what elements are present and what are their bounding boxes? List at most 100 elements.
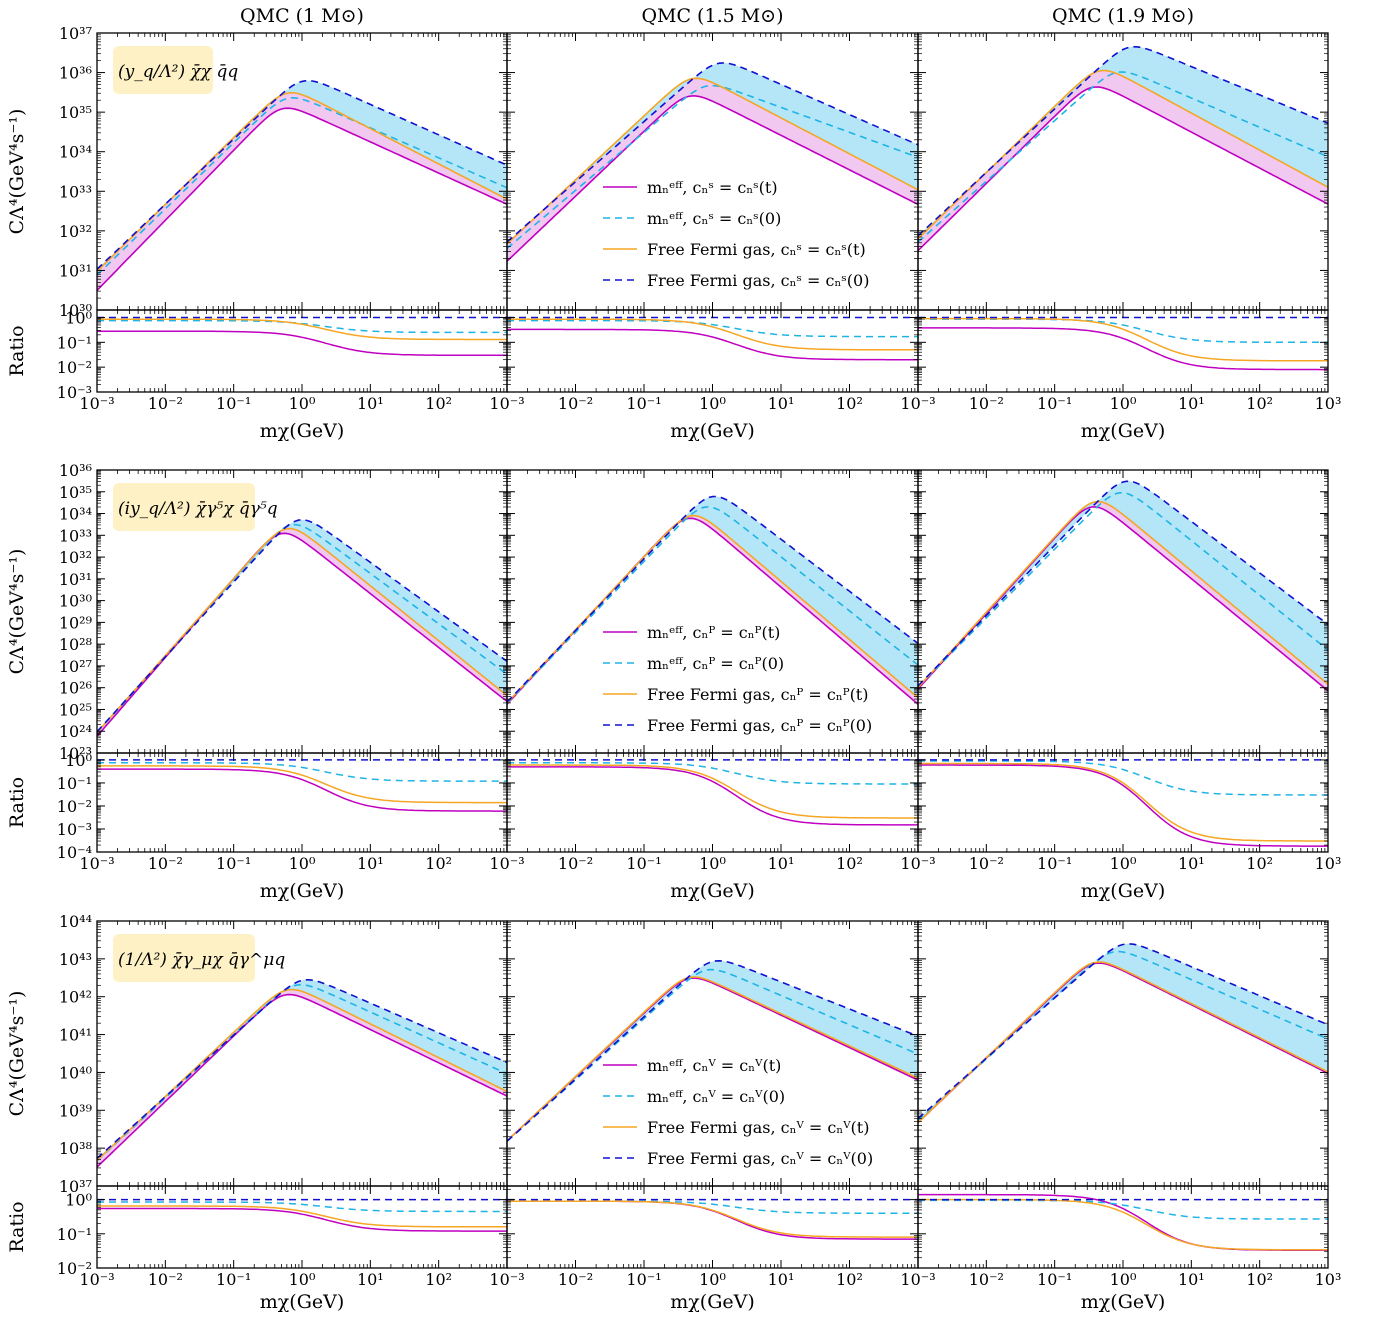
x-tick-label: 10²: [425, 854, 452, 873]
x-axis-label: mχ(GeV): [1081, 420, 1166, 442]
x-tick-label: 10⁻¹: [216, 1270, 251, 1289]
x-tick-label: 10²: [1246, 394, 1273, 413]
x-tick-label: 10¹: [1178, 854, 1205, 873]
series-line-meff-t: [97, 993, 507, 1168]
x-tick-label: 10⁻²: [148, 1270, 183, 1289]
ratio-line-meff-t: [918, 1193, 1328, 1252]
band-fill-upper: [97, 979, 507, 1161]
band-fill-upper: [507, 62, 918, 244]
x-tick-label: 10⁻¹: [1037, 394, 1072, 413]
y-tick-label: 10⁰: [65, 1191, 92, 1210]
band-fill-lower: [507, 78, 918, 262]
y-tick-label: 10³¹: [59, 570, 92, 589]
x-tick-label: 10⁻²: [969, 1270, 1004, 1289]
x-tick-label: 10⁻³: [489, 854, 524, 873]
x-axis-label: mχ(GeV): [260, 1291, 345, 1313]
ratio-line-fermi-t: [507, 764, 918, 819]
y-tick-label: 10²⁷: [59, 657, 92, 676]
y-tick-label: 10⁴¹: [59, 1026, 92, 1045]
y-tick-label: 10⁻⁴: [57, 843, 92, 862]
ratio-axis-label: Ratio: [6, 777, 28, 828]
ratio-line-fermi-t: [507, 318, 918, 351]
x-tick-label: 10⁻³: [900, 394, 935, 413]
x-tick-label: 10⁻²: [148, 854, 183, 873]
column-title: QMC (1 M⊙): [240, 5, 364, 27]
ratio-plot-frame: [96, 309, 508, 393]
ratio-line-fermi-t: [918, 762, 1328, 842]
operator-box: [113, 46, 213, 94]
y-tick-label: 10²⁴: [59, 722, 92, 741]
y-tick-label: 10³⁷: [59, 24, 92, 43]
x-tick-label: 10¹: [357, 394, 384, 413]
x-axis-label: mχ(GeV): [1081, 1291, 1166, 1313]
ratio-plot-frame: [506, 309, 919, 393]
x-tick-label: 10²: [425, 1270, 452, 1289]
x-tick-label: 10¹: [1178, 394, 1205, 413]
ratio-line-fermi-t: [507, 1200, 918, 1238]
legend-entry: mₙᵉᶠᶠ, cₙⱽ = cₙⱽ(t): [647, 1056, 781, 1075]
y-tick-label: 10³⁰: [59, 592, 92, 611]
series-line-meff-0: [918, 71, 1328, 243]
x-tick-label: 10⁰: [289, 394, 316, 413]
y-tick-label: 10⁴³: [59, 950, 92, 969]
x-tick-label: 10⁻³: [489, 394, 524, 413]
x-tick-label: 10⁻¹: [216, 854, 251, 873]
ratio-line-meff-0: [507, 319, 918, 338]
ratio-line-fermi-t: [97, 765, 507, 804]
x-tick-label: 10⁻²: [558, 854, 593, 873]
legend-entry: Free Fermi gas, cₙˢ = cₙˢ(0): [647, 271, 869, 290]
y-tick-label: 10⁰: [65, 751, 92, 770]
main-plot-frame: [506, 920, 919, 1187]
y-tick-label: 10²⁸: [59, 635, 92, 654]
legend-entry: Free Fermi gas, cₙⱽ = cₙⱽ(t): [647, 1118, 869, 1137]
series-line-meff-0: [507, 84, 918, 250]
x-axis-label: mχ(GeV): [260, 880, 345, 902]
y-tick-label: 10³²: [59, 222, 92, 241]
x-tick-label: 10⁻³: [79, 394, 114, 413]
series-line-fermi-t: [97, 988, 507, 1162]
y-tick-label: 10⁻²: [57, 797, 92, 816]
band-fill-upper: [97, 80, 507, 272]
ratio-line-meff-0: [918, 318, 1328, 344]
band-fill-lower: [918, 70, 1328, 251]
series-line-meff-t: [918, 506, 1328, 692]
y-tick-label: 10³⁸: [59, 1139, 92, 1158]
y-tick-label: 10²⁵: [59, 700, 92, 719]
series-line-fermi-0: [507, 495, 918, 703]
operator-label: (1/Λ²) χ̄γ_μχ q̄γ^μq: [118, 950, 285, 970]
series-line-fermi-t: [97, 91, 507, 272]
x-tick-label: 10²: [836, 1270, 863, 1289]
y-tick-label: 10³⁵: [59, 103, 92, 122]
ratio-line-meff-t: [507, 328, 918, 361]
x-axis-label: mχ(GeV): [670, 880, 755, 902]
y-tick-label: 10³⁶: [59, 64, 92, 83]
ratio-line-meff-0: [507, 1200, 918, 1214]
series-line-fermi-0: [918, 46, 1328, 237]
y-tick-label: 10³⁴: [59, 505, 92, 524]
legend-entry: Free Fermi gas, cₙᴾ = cₙᴾ(t): [647, 685, 868, 704]
x-tick-label: 10⁻²: [148, 394, 183, 413]
x-tick-label: 10⁰: [1110, 394, 1137, 413]
legend-entry: Free Fermi gas, cₙˢ = cₙˢ(t): [647, 240, 866, 259]
y-axis-label: CΛ⁴(GeV⁴s⁻¹): [6, 109, 28, 235]
x-tick-label: 10⁻²: [969, 394, 1004, 413]
series-line-meff-0: [918, 491, 1328, 688]
y-tick-label: 10³⁴: [59, 143, 92, 162]
ratio-line-meff-0: [918, 1199, 1328, 1220]
ratio-plot-frame: [917, 1185, 1329, 1269]
x-axis-label: mχ(GeV): [670, 1291, 755, 1313]
ratio-line-fermi-t: [97, 318, 507, 341]
series-line-meff-t: [97, 107, 507, 291]
ratio-line-meff-0: [507, 762, 918, 785]
series-line-meff-0: [97, 96, 507, 276]
ratio-line-meff-0: [97, 1201, 507, 1213]
ratio-line-fermi-t: [918, 1198, 1328, 1251]
band-fill-upper: [97, 519, 507, 733]
y-tick-label: 10³¹: [59, 261, 92, 280]
legend-entry: Free Fermi gas, cₙᴾ = cₙᴾ(0): [647, 716, 872, 735]
series-line-meff-t: [918, 86, 1328, 252]
x-tick-label: 10³: [1315, 394, 1342, 413]
series-lines: [97, 46, 1328, 1252]
ratio-line-meff-t: [507, 766, 918, 826]
